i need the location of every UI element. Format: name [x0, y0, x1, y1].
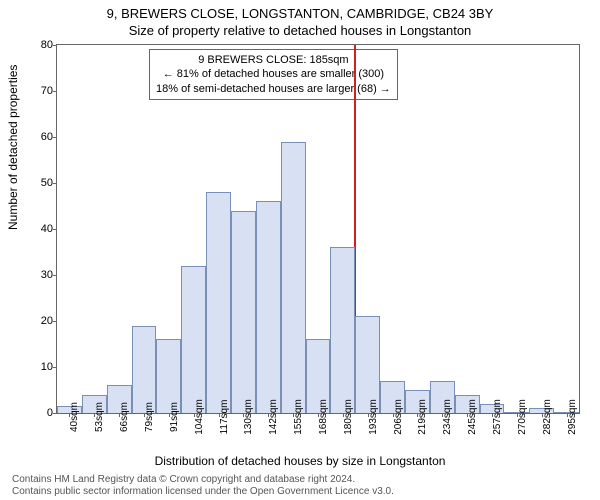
y-tick-label: 70 [41, 85, 53, 97]
y-tick-label: 30 [41, 269, 53, 281]
footer-line: Contains HM Land Registry data © Crown c… [12, 474, 394, 486]
x-tick-label: 234sqm [442, 399, 453, 435]
footer-attribution: Contains HM Land Registry data © Crown c… [12, 474, 394, 498]
y-tick-label: 80 [41, 39, 53, 51]
histogram-bar [256, 201, 281, 413]
x-tick-label: 193sqm [368, 399, 379, 435]
x-tick-mark [517, 413, 518, 417]
histogram-bar [132, 326, 157, 413]
x-tick-label: 206sqm [393, 399, 404, 435]
x-tick-mark [293, 413, 294, 417]
x-tick-label: 104sqm [194, 399, 205, 435]
x-tick-mark [169, 413, 170, 417]
histogram-bar [330, 247, 355, 413]
x-tick-label: 295sqm [567, 399, 578, 435]
x-tick-label: 270sqm [517, 399, 528, 435]
x-tick-label: 282sqm [542, 399, 553, 435]
x-tick-label: 257sqm [492, 399, 503, 435]
x-tick-label: 53sqm [94, 402, 105, 432]
x-tick-mark [144, 413, 145, 417]
x-tick-mark [467, 413, 468, 417]
x-tick-label: 219sqm [417, 399, 428, 435]
x-tick-label: 40sqm [69, 402, 80, 432]
x-tick-mark [492, 413, 493, 417]
x-tick-mark [119, 413, 120, 417]
x-tick-mark [268, 413, 269, 417]
x-tick-mark [567, 413, 568, 417]
chart-plot-area: 9 BREWERS CLOSE: 185sqm ← 81% of detache… [56, 44, 580, 414]
histogram-bar [281, 142, 306, 413]
y-tick-label: 40 [41, 223, 53, 235]
y-axis-label: Number of detached properties [6, 65, 20, 230]
chart-title-sub: Size of property relative to detached ho… [0, 21, 600, 38]
x-tick-mark [318, 413, 319, 417]
y-tick-mark [53, 45, 57, 46]
histogram-bar [231, 211, 256, 413]
y-tick-mark [53, 321, 57, 322]
property-annotation-box: 9 BREWERS CLOSE: 185sqm ← 81% of detache… [149, 49, 398, 100]
x-tick-mark [243, 413, 244, 417]
x-tick-label: 245sqm [467, 399, 478, 435]
x-tick-mark [417, 413, 418, 417]
histogram-bar [206, 192, 231, 413]
y-tick-mark [53, 91, 57, 92]
y-tick-mark [53, 275, 57, 276]
x-tick-label: 66sqm [119, 402, 130, 432]
x-tick-label: 130sqm [243, 399, 254, 435]
x-tick-label: 168sqm [318, 399, 329, 435]
y-tick-mark [53, 183, 57, 184]
x-tick-label: 180sqm [343, 399, 354, 435]
y-tick-label: 50 [41, 177, 53, 189]
y-tick-mark [53, 367, 57, 368]
x-axis-label: Distribution of detached houses by size … [0, 454, 600, 468]
footer-line: Contains public sector information licen… [12, 486, 394, 498]
y-tick-label: 60 [41, 131, 53, 143]
x-tick-mark [69, 413, 70, 417]
x-tick-mark [194, 413, 195, 417]
chart-title-main: 9, BREWERS CLOSE, LONGSTANTON, CAMBRIDGE… [0, 0, 600, 21]
y-tick-label: 10 [41, 361, 53, 373]
x-tick-mark [343, 413, 344, 417]
x-tick-label: 142sqm [268, 399, 279, 435]
x-tick-mark [368, 413, 369, 417]
y-tick-label: 20 [41, 315, 53, 327]
x-tick-mark [442, 413, 443, 417]
x-tick-mark [393, 413, 394, 417]
y-tick-mark [53, 413, 57, 414]
x-tick-mark [94, 413, 95, 417]
x-tick-label: 91sqm [169, 402, 180, 432]
x-tick-mark [542, 413, 543, 417]
y-tick-mark [53, 137, 57, 138]
x-tick-label: 79sqm [144, 402, 155, 432]
x-tick-mark [219, 413, 220, 417]
x-tick-label: 117sqm [219, 400, 230, 435]
y-tick-mark [53, 229, 57, 230]
x-tick-label: 155sqm [293, 399, 304, 435]
histogram-bar [181, 266, 206, 413]
